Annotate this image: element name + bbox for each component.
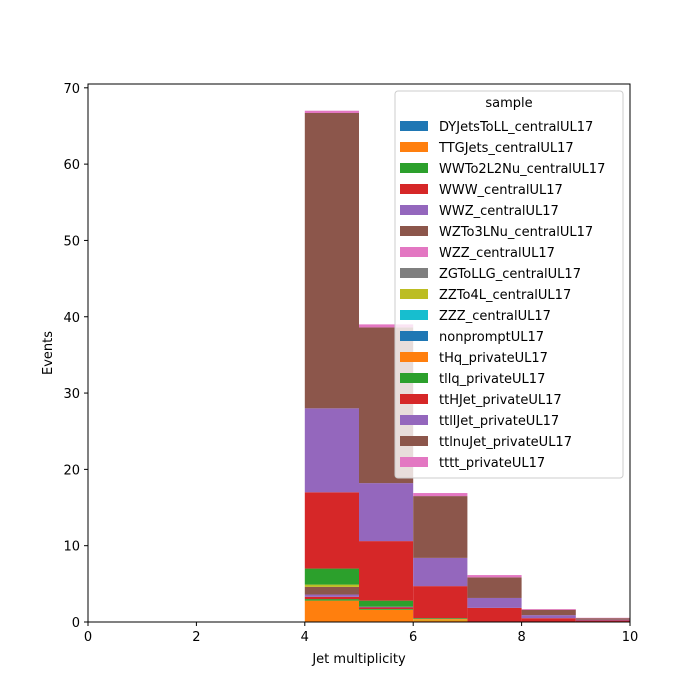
bar-segment xyxy=(413,618,468,619)
bar-segment xyxy=(575,619,630,621)
x-tick-label: 4 xyxy=(301,630,309,645)
y-axis-label: Events xyxy=(41,331,56,375)
legend-entry-label: TTGJets_centralUL17 xyxy=(438,141,574,156)
legend-swatch xyxy=(400,352,428,362)
bar-segment xyxy=(304,600,359,622)
bar-segment xyxy=(304,586,359,595)
legend-swatch xyxy=(400,436,428,446)
bar-segment xyxy=(304,584,359,587)
bar-segment xyxy=(413,618,468,620)
legend-swatch xyxy=(400,394,428,404)
y-tick-label: 60 xyxy=(63,158,80,173)
legend-swatch xyxy=(400,121,428,131)
bar-segment xyxy=(467,597,522,608)
bar-segment xyxy=(359,606,414,608)
x-tick-label: 10 xyxy=(622,630,639,645)
legend-swatch xyxy=(400,226,428,236)
bar-segment xyxy=(575,620,630,622)
legend-entry-label: ZZZ_centralUL17 xyxy=(439,309,551,324)
bar-segment xyxy=(359,541,414,601)
legend-swatch xyxy=(400,331,428,341)
bar-segment xyxy=(521,609,576,616)
legend-box xyxy=(394,90,624,479)
legend-swatch xyxy=(400,268,428,278)
legend-swatch xyxy=(400,184,428,194)
bar-segment xyxy=(467,607,522,622)
bar-segment xyxy=(575,618,630,620)
y-tick-label: 20 xyxy=(63,463,80,478)
plot-frame xyxy=(87,83,631,623)
y-axis-ticks: 0 10 20 30 40 50 60 70 xyxy=(63,82,88,631)
y-tick-label: 0 xyxy=(72,616,80,631)
x-tick-label: 6 xyxy=(409,630,417,645)
legend-entry-label: ttllJet_privateUL17 xyxy=(439,414,559,429)
legend-swatch xyxy=(400,310,428,320)
x-axis-label: Jet multiplicity xyxy=(311,652,406,667)
legend: sample DYJetsToLL_centralUL17 TTGJets_cent… xyxy=(394,90,624,479)
legend-entry-label: DYJetsToLL_centralUL17 xyxy=(439,120,593,135)
bar-segment xyxy=(521,609,576,610)
legend-swatch xyxy=(400,205,428,215)
legend-swatch xyxy=(400,163,428,173)
y-tick-label: 10 xyxy=(63,540,80,555)
legend-entry-label: WZTo3LNu_centralUL17 xyxy=(439,225,593,240)
bar-segment xyxy=(467,577,522,598)
legend-entry-label: ttlnuJet_privateUL17 xyxy=(439,435,572,450)
y-tick-label: 50 xyxy=(63,234,80,249)
legend-swatch xyxy=(400,289,428,299)
x-tick-label: 8 xyxy=(517,630,525,645)
bar-segment xyxy=(304,112,359,409)
bar-segment xyxy=(304,599,359,601)
y-tick-label: 40 xyxy=(63,311,80,326)
legend-entry-label: tHq_privateUL17 xyxy=(439,351,548,366)
bar-segment xyxy=(413,493,468,497)
legend-entry-label: tllq_privateUL17 xyxy=(439,372,545,387)
bar-segment xyxy=(304,492,359,569)
bar-segment xyxy=(413,620,468,622)
bar-segment xyxy=(304,408,359,493)
bar-segment xyxy=(521,615,576,619)
legend-entry-label: WZZ_centralUL17 xyxy=(439,246,555,261)
legend-swatch xyxy=(400,247,428,257)
bars-layer xyxy=(304,110,630,622)
legend-entry-label: ZZTo4L_centralUL17 xyxy=(439,288,571,303)
legend-swatch xyxy=(400,142,428,152)
bar-segment xyxy=(304,596,359,600)
bar-segment xyxy=(359,600,414,607)
bar-segment xyxy=(304,594,359,597)
bar-segment xyxy=(359,609,414,610)
legend-swatch xyxy=(400,415,428,425)
x-tick-label: 2 xyxy=(192,630,200,645)
bar-segment xyxy=(413,557,468,587)
legend-entry-label: tttt_privateUL17 xyxy=(439,456,545,471)
bar-segment xyxy=(413,586,468,619)
legend-entry-label: WWZ_centralUL17 xyxy=(439,204,559,219)
bar-segment xyxy=(413,496,468,558)
legend-entry-label: ZGToLLG_centralUL17 xyxy=(439,267,581,282)
bar-segment xyxy=(467,575,522,578)
x-axis-ticks: 0 2 4 6 8 10 xyxy=(84,622,638,645)
bar-segment xyxy=(521,618,576,622)
legend-entry-label: WWTo2L2Nu_centralUL17 xyxy=(439,162,605,177)
legend-title: sample xyxy=(485,96,532,111)
legend-swatch xyxy=(400,373,428,383)
bar-segment xyxy=(304,568,359,585)
y-tick-label: 30 xyxy=(63,387,80,402)
y-tick-label: 70 xyxy=(63,82,80,97)
legend-entry-label: WWW_centralUL17 xyxy=(439,183,563,198)
bar-segment xyxy=(413,619,468,621)
legend-entry-label: ttHJet_privateUL17 xyxy=(439,393,562,408)
bar-segment xyxy=(304,110,359,113)
legend-swatch xyxy=(400,457,428,467)
bar-segment xyxy=(359,607,414,610)
bar-segment xyxy=(359,483,414,542)
legend-entry-label: nonpromptUL17 xyxy=(439,330,544,345)
bar-segment xyxy=(359,609,414,622)
x-tick-label: 0 xyxy=(84,630,92,645)
bar-segment xyxy=(359,324,414,328)
